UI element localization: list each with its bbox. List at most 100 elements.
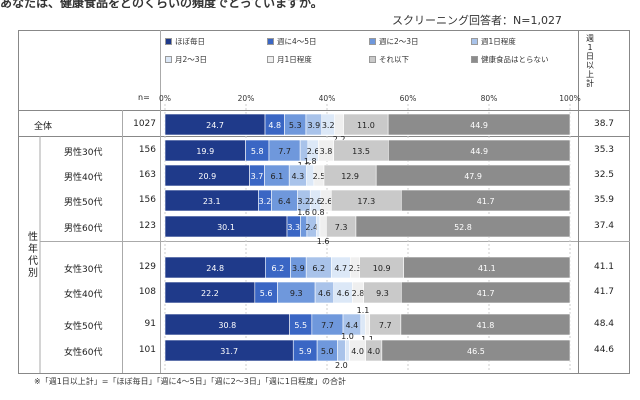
legend-label: 週に4～5日 xyxy=(277,37,317,46)
row-weekly-total: 48.4 xyxy=(593,319,615,329)
data-label: 41.7 xyxy=(477,289,495,298)
data-label: 3.9 xyxy=(292,264,305,273)
row-weekly-total: 37.4 xyxy=(593,221,615,231)
n-column-header: n= xyxy=(138,93,150,102)
data-label: 2.8 xyxy=(352,289,365,298)
legend-item: それ以下 xyxy=(369,54,409,65)
data-label: 41.8 xyxy=(477,321,495,330)
x-tick-label: 100% xyxy=(559,94,581,103)
data-label: 5.0 xyxy=(321,347,334,356)
legend-item: 健康食品はとらない xyxy=(471,54,549,65)
row-n: 156 xyxy=(138,145,156,155)
row-weekly-total: 41.1 xyxy=(593,262,615,272)
data-label: 1.1 xyxy=(361,335,374,344)
data-label: 7.3 xyxy=(335,223,348,232)
data-label: 2.6 xyxy=(320,197,333,206)
row-label: 男性40代 xyxy=(64,173,103,183)
row-label: 女性30代 xyxy=(64,265,103,275)
data-label: 2.4 xyxy=(305,223,318,232)
data-label: 3.2 xyxy=(297,197,310,206)
data-label: 24.8 xyxy=(206,264,224,273)
gender-age-group-label: 性年代別 xyxy=(28,232,38,279)
data-label: 2.6 xyxy=(307,147,320,156)
x-tick-label: 0% xyxy=(159,94,171,103)
data-label: 52.8 xyxy=(454,223,472,232)
legend-label: 月2～3日 xyxy=(175,55,208,64)
legend-label: ほぼ毎日 xyxy=(175,37,205,46)
x-tick-label: 80% xyxy=(480,94,498,103)
data-label: 1.1 xyxy=(357,306,370,315)
legend-label: 健康食品はとらない xyxy=(481,55,549,64)
footnote: ※「週1日以上計」=「ほぼ毎日」「週に4～5日」「週に2～3日」「週に1日程度」… xyxy=(34,377,346,386)
data-label: 0.8 xyxy=(312,208,325,217)
row-weekly-total: 44.6 xyxy=(593,345,615,355)
data-label: 1.6 xyxy=(317,237,330,246)
data-label: 3.9 xyxy=(307,121,320,130)
legend: ほぼ毎日 週に4～5日 週に2～3日 週1日程度 月2～3日 月1日程度 それ以下 健康食品は… xyxy=(165,30,575,78)
data-label: 4.0 xyxy=(367,347,380,356)
data-label: 30.8 xyxy=(218,321,236,330)
page-title: あなたは、健康食品をどのくらいの頻度でとっていますか。 xyxy=(0,0,323,8)
data-label: 31.7 xyxy=(220,347,238,356)
respondent-count: スクリーニング回答者：N=1,027 xyxy=(392,14,562,27)
legend-item: 週に4～5日 xyxy=(267,36,317,47)
data-label: 2.2 xyxy=(333,135,346,144)
data-label: 13.5 xyxy=(352,147,370,156)
data-label: 46.5 xyxy=(467,347,485,356)
data-label: 5.5 xyxy=(294,321,307,330)
data-label: 47.9 xyxy=(464,172,482,181)
x-tick-label: 60% xyxy=(399,94,417,103)
data-label: 3.2 xyxy=(259,197,272,206)
row-label: 男性30代 xyxy=(64,148,103,158)
data-label: 4.6 xyxy=(318,289,331,298)
table-border xyxy=(18,30,630,374)
data-label: 3.3 xyxy=(287,223,300,232)
data-label: 6.1 xyxy=(271,172,284,181)
legend-item: 週に2～3日 xyxy=(369,36,419,47)
data-label: 1.6 xyxy=(297,208,310,217)
data-label: 1.8 xyxy=(304,157,317,166)
legend-label: 週1日程度 xyxy=(481,37,516,46)
data-label: 19.9 xyxy=(196,147,214,156)
bar-segment xyxy=(319,215,327,238)
bar-segment xyxy=(400,281,571,304)
data-label: 6.2 xyxy=(272,264,285,273)
bar-segment xyxy=(345,339,350,362)
legend-item: ほぼ毎日 xyxy=(165,36,205,47)
data-label: 4.3 xyxy=(292,172,305,181)
data-label: 44.9 xyxy=(470,147,488,156)
data-label: 5.3 xyxy=(289,121,302,130)
data-label: 12.9 xyxy=(341,172,359,181)
legend-swatch xyxy=(471,38,478,45)
data-label: 1.0 xyxy=(341,332,354,341)
data-label: 3.2 xyxy=(322,121,335,130)
row-n: 123 xyxy=(138,221,156,231)
bar-segment xyxy=(381,339,571,362)
row-weekly-total: 41.7 xyxy=(593,287,615,297)
data-label: 9.3 xyxy=(290,289,303,298)
data-label: 17.3 xyxy=(357,197,375,206)
row-n: 156 xyxy=(138,195,156,205)
bar-segment xyxy=(403,256,571,279)
data-label: 30.1 xyxy=(217,223,235,232)
data-label: 7.7 xyxy=(379,321,392,330)
legend-item: 週1日程度 xyxy=(471,36,516,47)
bar-segment xyxy=(316,215,321,238)
row-weekly-total: 32.5 xyxy=(593,170,615,180)
data-label: 2.6 xyxy=(309,197,322,206)
legend-item: 月2～3日 xyxy=(165,54,207,65)
data-label: 10.9 xyxy=(373,264,391,273)
bar-segment xyxy=(360,313,366,336)
data-label: 41.1 xyxy=(478,264,496,273)
row-label: 女性60代 xyxy=(64,348,103,358)
row-weekly-total: 35.9 xyxy=(593,195,615,205)
legend-swatch xyxy=(165,56,172,63)
data-label: 2.5 xyxy=(313,172,326,181)
row-n: 163 xyxy=(138,170,156,180)
data-label: 7.7 xyxy=(278,147,291,156)
data-label: 6.4 xyxy=(278,197,291,206)
row-label: 男性60代 xyxy=(64,224,103,234)
data-label: 11.0 xyxy=(357,121,375,130)
bar-segment xyxy=(355,215,571,238)
